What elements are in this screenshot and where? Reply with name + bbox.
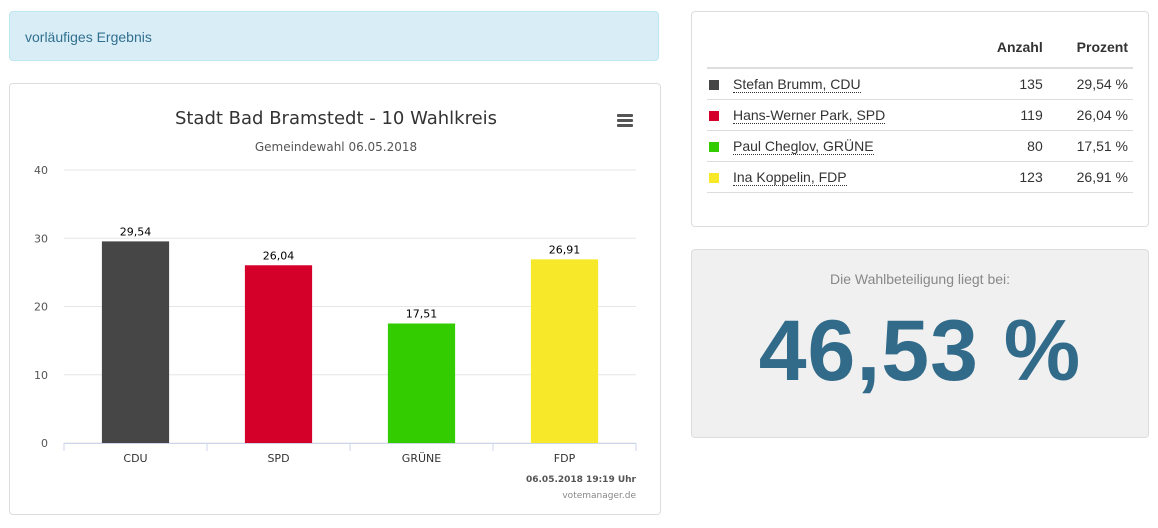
chart-credit: votemanager.de — [562, 491, 636, 501]
turnout-value: 46,53 % — [758, 303, 1082, 399]
color-swatch — [709, 142, 719, 153]
chart-title: Stadt Bad Bramstedt - 10 Wahlkreis — [175, 108, 497, 129]
data-label: 26,91 — [549, 243, 581, 256]
candidate-link[interactable]: Paul Cheglov, GRÜNE — [733, 138, 874, 155]
y-tick-label: 10 — [34, 369, 48, 382]
bar-grüne[interactable] — [387, 323, 456, 443]
header-percent: Prozent — [1047, 27, 1133, 69]
header-name — [733, 27, 971, 69]
vote-count: 123 — [970, 161, 1048, 193]
bar-fdp[interactable] — [530, 259, 599, 443]
bar-cdu[interactable] — [101, 241, 170, 443]
y-tick-label: 30 — [34, 232, 48, 245]
chart-subtitle: Gemeindewahl 06.05.2018 — [255, 140, 417, 154]
table-row: Paul Cheglov, GRÜNE 80 17,51 % — [707, 130, 1133, 162]
x-tick-label: FDP — [554, 452, 576, 465]
table-row: Hans-Werner Park, SPD 119 26,04 % — [707, 99, 1133, 131]
bars: 29,54 26,04 17,51 26,91 — [101, 225, 599, 443]
vote-count: 80 — [970, 130, 1048, 162]
results-table: Anzahl Prozent Stefan Brumm, CDU 135 29,… — [707, 27, 1133, 193]
results-header-row: Anzahl Prozent — [707, 27, 1133, 69]
x-tick-label: CDU — [123, 452, 147, 465]
chart-menu-icon[interactable] — [615, 112, 635, 130]
x-axis: CDU SPD GRÜNE FDP — [63, 443, 637, 465]
data-label: 17,51 — [406, 307, 438, 320]
color-swatch — [709, 80, 719, 91]
x-tick-label: GRÜNE — [402, 452, 441, 465]
table-row: Ina Koppelin, FDP 123 26,91 % — [707, 161, 1133, 193]
header-count: Anzahl — [970, 27, 1048, 69]
turnout-label: Die Wahlbeteiligung liegt bei: — [829, 271, 1011, 287]
bar-chart: Stadt Bad Bramstedt - 10 Wahlkreis Gemei… — [34, 108, 637, 501]
status-label: vorläufiges Ergebnis — [25, 29, 152, 45]
candidate-link[interactable]: Ina Koppelin, FDP — [733, 169, 847, 186]
turnout-panel: Die Wahlbeteiligung liegt bei: 46,53 % — [691, 249, 1149, 438]
data-label: 29,54 — [120, 225, 152, 238]
bar-spd[interactable] — [244, 265, 313, 443]
y-tick-label: 20 — [34, 301, 48, 314]
results-panel: Anzahl Prozent Stefan Brumm, CDU 135 29,… — [691, 11, 1149, 227]
vote-percent: 26,91 % — [1047, 161, 1133, 193]
data-label: 26,04 — [263, 249, 295, 262]
y-tick-label: 40 — [34, 164, 48, 177]
color-swatch — [709, 111, 719, 122]
y-tick-label: 0 — [41, 437, 48, 450]
candidate-link[interactable]: Hans-Werner Park, SPD — [733, 107, 886, 124]
x-tick-label: SPD — [267, 452, 289, 465]
vote-count: 119 — [970, 99, 1048, 131]
header-swatch — [707, 27, 733, 69]
chart-timestamp: 06.05.2018 19:19 Uhr — [526, 475, 637, 485]
vote-percent: 17,51 % — [1047, 130, 1133, 162]
vote-percent: 29,54 % — [1047, 68, 1133, 100]
candidate-link[interactable]: Stefan Brumm, CDU — [733, 76, 861, 93]
chart-panel: Stadt Bad Bramstedt - 10 Wahlkreis Gemei… — [9, 83, 661, 515]
color-swatch — [709, 173, 719, 184]
vote-percent: 26,04 % — [1047, 99, 1133, 131]
table-row: Stefan Brumm, CDU 135 29,54 % — [707, 68, 1133, 100]
status-alert: vorläufiges Ergebnis — [9, 11, 659, 61]
vote-count: 135 — [970, 68, 1048, 100]
